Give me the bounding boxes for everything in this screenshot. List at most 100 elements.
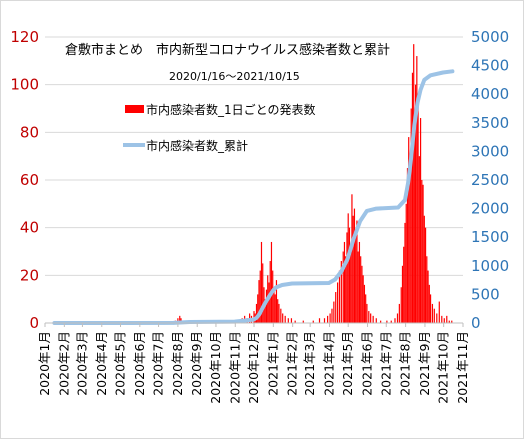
bar xyxy=(443,318,445,323)
bar xyxy=(401,265,404,323)
bar xyxy=(416,56,418,324)
bar xyxy=(312,320,314,323)
right-tick-label: 3500 xyxy=(471,114,509,132)
left-tick-label: 40 xyxy=(20,219,39,237)
bar xyxy=(340,261,342,323)
left-tick-label: 120 xyxy=(10,28,39,46)
bar xyxy=(357,251,359,323)
bar xyxy=(275,280,278,323)
legend: 市内感染者数_1日ごとの発表数 市内感染者数_累計 xyxy=(123,102,316,153)
x-tick-label: 2020年5月 xyxy=(112,331,127,396)
bar xyxy=(396,313,399,323)
bar xyxy=(337,282,339,323)
x-tick-label: 2020年1月 xyxy=(37,331,52,396)
bar xyxy=(342,251,344,323)
bar xyxy=(363,284,366,323)
bar xyxy=(280,308,282,323)
bar xyxy=(294,320,296,323)
bar xyxy=(327,315,329,323)
bar xyxy=(403,246,405,323)
bar xyxy=(177,318,179,323)
bar xyxy=(417,96,419,323)
bar xyxy=(451,320,453,323)
bar xyxy=(422,184,424,323)
bar xyxy=(329,313,331,323)
x-tick-label: 2020年3月 xyxy=(74,331,89,396)
x-tick-label: 2021年11月 xyxy=(455,331,470,404)
bar xyxy=(268,282,270,323)
bar xyxy=(380,320,382,323)
x-tick-label: 2021年4月 xyxy=(321,331,336,396)
bar xyxy=(429,294,432,323)
x-tick-label: 2021年8月 xyxy=(398,331,413,396)
x-tick-label: 2021年2月 xyxy=(285,331,300,396)
bar xyxy=(411,72,414,323)
bar xyxy=(368,311,370,323)
bar xyxy=(353,208,356,323)
bar xyxy=(419,118,422,324)
bar xyxy=(404,222,406,323)
bar xyxy=(358,241,361,323)
x-tick-label: 2020年7月 xyxy=(151,331,166,396)
left-axis-ticks: 0 20 40 60 80 100 120 xyxy=(10,28,39,332)
bar xyxy=(179,315,181,323)
x-tick-label: 2021年10月 xyxy=(436,331,451,404)
right-tick-label: 0 xyxy=(471,314,481,332)
x-tick-label: 2020年8月 xyxy=(170,331,185,396)
cumulative-line xyxy=(52,69,455,325)
bar xyxy=(405,203,407,323)
bar xyxy=(318,318,321,323)
axes xyxy=(44,322,464,327)
bar xyxy=(343,241,346,323)
right-tick-label: 2500 xyxy=(471,171,509,189)
x-tick-label: 2021年6月 xyxy=(360,331,375,396)
bar xyxy=(394,318,396,323)
x-tick-label: 2020年2月 xyxy=(56,331,71,396)
left-tick-label: 100 xyxy=(10,76,39,94)
right-tick-label: 2000 xyxy=(471,200,509,218)
chart-subtitle: 2020/1/16〜2021/10/15 xyxy=(169,70,300,83)
bar xyxy=(406,168,409,323)
bar xyxy=(427,270,429,323)
bar xyxy=(264,299,266,323)
x-tick-label: 2020年9月 xyxy=(189,331,204,396)
x-tick-label: 2020年4月 xyxy=(94,331,109,396)
right-tick-label: 3000 xyxy=(471,142,509,160)
right-tick-label: 500 xyxy=(471,285,500,303)
x-tick-label: 2021年5月 xyxy=(340,331,355,396)
bar xyxy=(333,301,335,323)
legend-line-label: 市内感染者数_累計 xyxy=(146,138,248,153)
left-tick-label: 20 xyxy=(20,266,39,284)
bar xyxy=(390,320,392,323)
gridlines xyxy=(45,36,463,324)
x-tick-label: 2020年12月 xyxy=(246,331,261,404)
right-axis-ticks: 0 500 1000 1500 2000 2500 3000 3500 4000 4500 5000 xyxy=(471,28,509,332)
bar xyxy=(350,246,352,323)
legend-bar-swatch xyxy=(125,105,144,113)
bar xyxy=(448,320,450,323)
bar xyxy=(398,303,400,323)
bar xyxy=(433,308,435,323)
x-tick-label: 2020年11月 xyxy=(227,331,242,404)
bar xyxy=(274,294,276,323)
bar xyxy=(446,315,448,323)
bar xyxy=(431,303,434,323)
bar xyxy=(408,137,410,323)
bar xyxy=(438,301,440,323)
bar xyxy=(323,318,326,323)
bar-series xyxy=(174,44,453,324)
bar xyxy=(372,315,374,323)
bar xyxy=(413,132,415,323)
bar xyxy=(423,215,425,323)
bar xyxy=(348,227,351,323)
bar xyxy=(259,270,261,323)
bar xyxy=(331,308,333,323)
right-tick-label: 4000 xyxy=(471,85,509,103)
bar xyxy=(356,220,358,323)
left-tick-label: 60 xyxy=(20,171,39,189)
right-tick-label: 5000 xyxy=(471,28,509,46)
bar xyxy=(409,175,411,323)
x-tick-label: 2021年1月 xyxy=(265,331,280,396)
